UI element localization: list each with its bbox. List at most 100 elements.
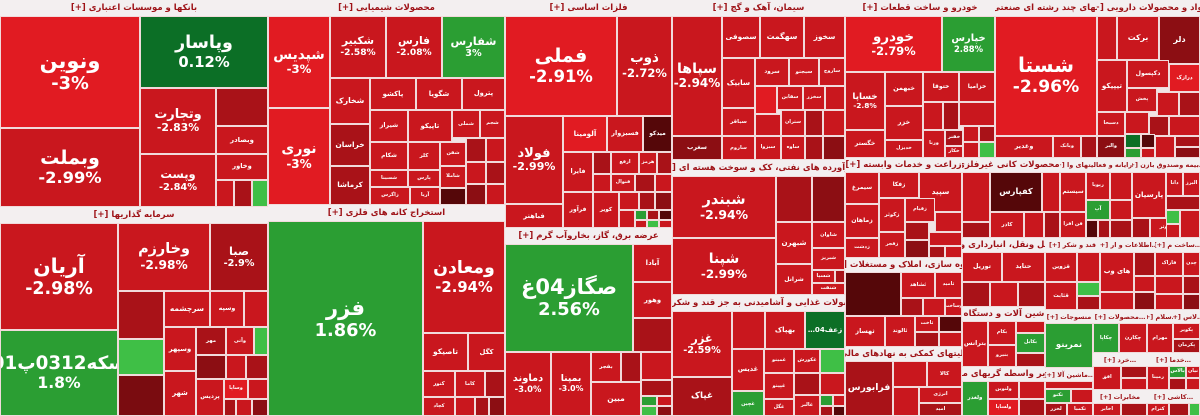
tile[interactable] bbox=[833, 395, 845, 406]
tile-سخزر[interactable]: سخزر bbox=[803, 86, 825, 110]
tile-فارس[interactable]: فارس -2.08% bbox=[386, 16, 442, 78]
tile[interactable] bbox=[823, 110, 845, 136]
tile-شیراز[interactable]: شیراز bbox=[370, 110, 408, 142]
tile-فولاد[interactable]: فولاد -2.99% bbox=[505, 116, 563, 204]
tile[interactable] bbox=[915, 332, 939, 347]
tile[interactable] bbox=[820, 406, 833, 416]
tile[interactable] bbox=[959, 102, 995, 126]
sector-header[interactable]: مواد و محصولات دارویی [+] bbox=[1097, 0, 1200, 16]
sector-header[interactable]: …اطلاعات و ار [+] bbox=[1100, 238, 1155, 252]
sector-header[interactable]: …خدما [+] bbox=[1147, 353, 1200, 366]
tile[interactable] bbox=[659, 220, 672, 228]
tile-ثهساز[interactable]: ثهساز bbox=[845, 316, 885, 347]
tile-شرانل[interactable]: شرانل bbox=[776, 264, 812, 295]
tile[interactable] bbox=[1141, 148, 1155, 158]
tile-کلر[interactable]: کلر bbox=[408, 142, 440, 170]
tile[interactable] bbox=[1175, 136, 1200, 147]
tile[interactable] bbox=[1125, 134, 1141, 148]
tile-کگل[interactable]: کگل bbox=[468, 333, 505, 371]
tile[interactable] bbox=[440, 188, 466, 205]
tile[interactable] bbox=[905, 222, 929, 240]
tile-سکه0312پ01[interactable]: سکه0312پ011.8% bbox=[0, 330, 118, 416]
tile-سغرب[interactable]: سغرب bbox=[672, 136, 722, 160]
tile-فاراک[interactable]: فاراک bbox=[1155, 252, 1183, 276]
tile[interactable] bbox=[1018, 282, 1045, 307]
tile[interactable] bbox=[657, 152, 672, 174]
tile[interactable] bbox=[1110, 220, 1132, 238]
tile[interactable] bbox=[1134, 252, 1155, 276]
tile[interactable] bbox=[990, 282, 1018, 307]
tile[interactable] bbox=[118, 291, 164, 339]
tile-دکپسول[interactable]: دکپسول bbox=[1127, 60, 1169, 88]
tile[interactable] bbox=[1157, 92, 1179, 116]
tile-کرماشا[interactable]: کرماشا bbox=[330, 166, 370, 205]
tile-فسبزوار[interactable]: فسبزوار bbox=[607, 116, 643, 152]
tile-خزر[interactable]: خزر bbox=[885, 106, 923, 140]
sector-header[interactable]: زراعت و خدمات وابسته [+] bbox=[845, 158, 962, 172]
tile-خزامیا[interactable]: خزامیا bbox=[959, 72, 995, 102]
tile[interactable] bbox=[1175, 147, 1200, 158]
tile-فرآور[interactable]: فرآور bbox=[563, 192, 593, 228]
tile[interactable] bbox=[486, 184, 505, 205]
tile-غالبر[interactable]: غالبر bbox=[794, 395, 820, 416]
tile[interactable] bbox=[962, 282, 990, 307]
sector-header[interactable]: محصولات غذایی و آشامیدنی به جز قند و شکر… bbox=[672, 295, 845, 311]
tile[interactable] bbox=[647, 220, 659, 228]
tile[interactable] bbox=[647, 210, 659, 220]
tile-بالاس[interactable]: بالاس bbox=[1169, 366, 1186, 378]
tile[interactable] bbox=[963, 126, 979, 142]
tile-ومعادن[interactable]: ومعادن -2.94% bbox=[423, 221, 505, 333]
tile[interactable] bbox=[1155, 136, 1175, 158]
sector-header[interactable]: …ماشین آلا [+] bbox=[1045, 368, 1093, 381]
tile-بکابل[interactable]: بکابل bbox=[1016, 333, 1045, 353]
tile-سبزوا[interactable]: سبزوا bbox=[755, 136, 781, 160]
tile[interactable] bbox=[224, 399, 236, 416]
tile[interactable] bbox=[945, 246, 962, 258]
sector-header[interactable]: سیمان، آهک و گچ [+] bbox=[672, 0, 845, 16]
tile-نمرینو[interactable]: نمرینو bbox=[1045, 323, 1093, 368]
sector-header[interactable]: …ساخت م [+] bbox=[1155, 238, 1200, 252]
tile-بمپنا[interactable]: بمپنا -3.0% bbox=[551, 352, 591, 416]
tile[interactable] bbox=[1189, 403, 1200, 416]
tile-کفپارس[interactable]: کفپارس bbox=[990, 172, 1042, 212]
tile-ساروم[interactable]: ساروم bbox=[722, 136, 755, 160]
tile-دانا[interactable]: دانا bbox=[1166, 172, 1183, 196]
tile[interactable] bbox=[466, 184, 486, 205]
tile-شجم[interactable]: شجم bbox=[480, 110, 505, 138]
tile-زدشت[interactable]: زدشت bbox=[845, 238, 879, 258]
tile-وتجارت[interactable]: وتجارت -2.83% bbox=[140, 88, 216, 154]
tile[interactable] bbox=[1149, 116, 1169, 136]
tile[interactable] bbox=[820, 373, 845, 395]
tile[interactable] bbox=[466, 162, 486, 184]
tile-ساوه[interactable]: ساوه bbox=[781, 136, 805, 160]
sector-header[interactable]: شرکتهای چند رشته ای صنعتی [+] bbox=[995, 0, 1097, 16]
tile[interactable] bbox=[939, 332, 962, 347]
tile-سیمرغ[interactable]: سیمرغ bbox=[845, 172, 879, 204]
tile-شگویا[interactable]: شگویا bbox=[416, 78, 462, 110]
sector-header[interactable]: …کاشی [+] bbox=[1147, 390, 1200, 403]
tile-ولنوین[interactable]: ولنوین bbox=[988, 381, 1019, 399]
tile-ثامید[interactable]: ثامید bbox=[935, 272, 962, 298]
tile[interactable] bbox=[1077, 252, 1100, 282]
tile-کاذر[interactable]: کاذر bbox=[990, 212, 1024, 238]
tile-پکویر[interactable]: پکویر bbox=[1173, 323, 1200, 339]
tile-ورنا[interactable]: ورنا bbox=[923, 130, 945, 158]
tile-صبا[interactable]: صبا -2.9% bbox=[210, 223, 268, 291]
tile-برکت[interactable]: برکت bbox=[1117, 16, 1159, 60]
tile-چدن[interactable]: چدن bbox=[1183, 252, 1200, 276]
sector-header[interactable]: سایر محصولات کانی غیرفلزی [+] bbox=[962, 158, 1060, 172]
sector-header[interactable]: فرآورده های نفتی، کک و سوخت هسته ای [+] bbox=[672, 160, 845, 176]
tile-دماوند[interactable]: دماوند -3.0% bbox=[505, 352, 551, 416]
tile[interactable] bbox=[659, 210, 672, 220]
tile[interactable] bbox=[901, 298, 923, 316]
tile[interactable] bbox=[1169, 116, 1200, 136]
tile[interactable] bbox=[835, 270, 845, 283]
tile-غکورش[interactable]: غکورش bbox=[794, 349, 820, 373]
tile-غگل[interactable]: غگل bbox=[764, 399, 794, 416]
tile[interactable] bbox=[475, 397, 489, 416]
tile[interactable] bbox=[236, 399, 252, 416]
tile-وغدیر[interactable]: وغدیر bbox=[995, 136, 1053, 158]
tile-بهپاک[interactable]: بهپاک bbox=[765, 311, 805, 349]
tile[interactable] bbox=[234, 180, 252, 207]
tile[interactable] bbox=[923, 298, 945, 316]
